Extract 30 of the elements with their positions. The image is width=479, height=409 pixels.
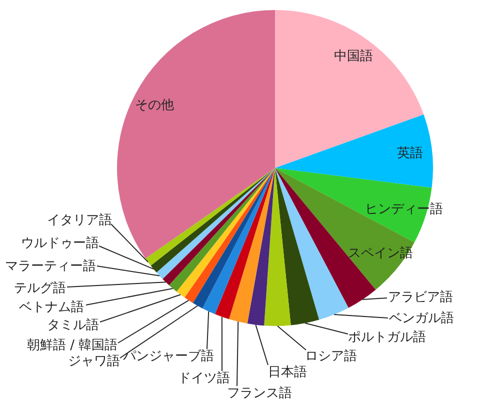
pie-slice <box>275 168 348 320</box>
pie-slice <box>275 168 320 326</box>
slice-label: イタリア語 <box>47 213 112 228</box>
pie-slice <box>275 168 432 242</box>
slice-label: タミル語 <box>47 318 99 333</box>
pie-slice <box>214 168 275 320</box>
pie-slice <box>275 114 433 188</box>
slice-label: ジャワ語 <box>68 354 120 369</box>
slice-label: ベンガル語 <box>389 311 454 326</box>
slice-label: フランス語 <box>227 386 292 401</box>
slice-label: パンジャーブ語 <box>122 349 214 364</box>
pie-slice <box>264 168 291 326</box>
pie-slice <box>117 10 275 258</box>
slice-label: ポルトガル語 <box>348 330 426 345</box>
slice-label: 英語 <box>397 146 423 161</box>
slice-label: ウルドゥー語 <box>21 236 99 251</box>
slice-label: その他 <box>135 98 174 113</box>
slice-label: ベトナム語 <box>19 300 84 315</box>
slice-label: ロシア語 <box>305 349 357 364</box>
pie-slice <box>247 168 275 326</box>
slice-label: マラーティー語 <box>5 259 96 274</box>
slice-label: ドイツ語 <box>178 371 230 386</box>
pie-slice <box>275 10 424 168</box>
slice-label: 日本語 <box>268 365 307 380</box>
pie-slice <box>229 168 275 324</box>
pie-slice <box>275 168 414 290</box>
slice-label: アラビア語 <box>388 290 453 305</box>
slice-label: 中国語 <box>334 49 373 64</box>
slice-label: 朝鮮語 / 韓国語 <box>27 338 118 353</box>
slice-label: テルグ語 <box>14 281 66 296</box>
